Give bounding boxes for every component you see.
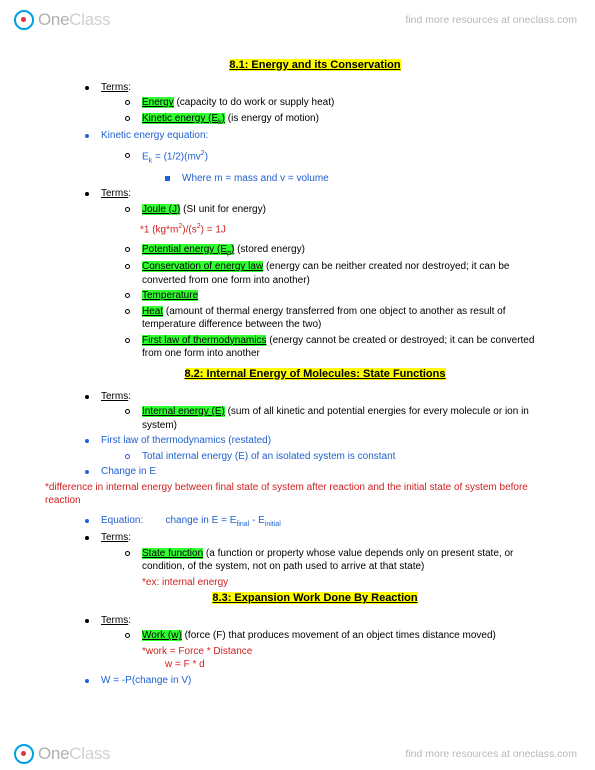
section-title-3: 8.3: Expansion Work Done By Reaction <box>85 591 545 606</box>
logo-icon <box>14 744 34 764</box>
logo-text-class: Class <box>69 744 110 763</box>
work-equation-1: *work = Force * Distance <box>142 645 545 659</box>
terms-heading-4: Terms: <box>101 531 131 545</box>
term-temperature: Temperature <box>142 289 198 303</box>
term-internal-energy: Internal energy (E) (sum of all kinetic … <box>142 405 545 432</box>
total-internal-energy: Total internal energy (E) of an isolated… <box>142 450 395 464</box>
logo: OneClass <box>14 10 110 30</box>
footer: OneClass find more resources at oneclass… <box>0 738 595 764</box>
section-title-1: 8.1: Energy and its Conservation <box>85 58 545 73</box>
diff-note: *difference in internal energy between f… <box>45 481 545 508</box>
term-conservation: Conservation of energy law (energy can b… <box>142 260 545 287</box>
ke-where: Where m = mass and v = volume <box>182 172 329 186</box>
terms-heading: Terms: <box>101 81 131 95</box>
footer-tagline: find more resources at oneclass.com <box>405 748 577 760</box>
logo-text-one: One <box>38 10 69 29</box>
terms-heading-5: Terms: <box>101 614 131 628</box>
logo-text-one: One <box>38 744 69 763</box>
footer-logo: OneClass <box>14 744 110 764</box>
ke-equation: Ek = (1/2)(mv2) <box>142 149 208 166</box>
term-first-law: First law of thermodynamics (energy cann… <box>142 334 545 361</box>
first-law-restated: First law of thermodynamics (restated) <box>101 434 271 448</box>
logo-icon <box>14 10 34 30</box>
terms-heading-3: Terms: <box>101 390 131 404</box>
term-heat: Heat (amount of thermal energy transferr… <box>142 305 545 332</box>
header-tagline: find more resources at oneclass.com <box>405 14 577 26</box>
terms-heading-2: Terms: <box>101 187 131 201</box>
ke-equation-label: Kinetic energy equation: <box>101 129 208 143</box>
term-state-function: State function (a function or property w… <box>142 547 545 574</box>
joule-equation: *1 (kg*m2)/(s2) = 1J <box>140 222 545 237</box>
w-pressure-volume: W = -P(change in V) <box>101 674 191 688</box>
term-work: Work (w) (force (F) that produces moveme… <box>142 629 496 643</box>
logo-text-class: Class <box>69 10 110 29</box>
document-body: 8.1: Energy and its Conservation Terms: … <box>0 36 595 687</box>
equation-line: Equation: change in E = Efinal - Einitia… <box>101 514 281 529</box>
change-in-e-label: Change in E <box>101 465 156 479</box>
term-joule: Joule (J) (SI unit for energy) <box>142 203 266 217</box>
state-function-example: *ex: internal energy <box>142 576 545 590</box>
header: OneClass find more resources at oneclass… <box>0 0 595 36</box>
work-equation-2: w = F * d <box>165 658 545 672</box>
section-title-2: 8.2: Internal Energy of Molecules: State… <box>85 367 545 382</box>
term-kinetic-energy: Kinetic energy (Ek) (is energy of motion… <box>142 112 319 127</box>
term-energy: Energy (capacity to do work or supply he… <box>142 96 334 110</box>
term-potential-energy: Potential energy (Ep) (stored energy) <box>142 243 305 258</box>
